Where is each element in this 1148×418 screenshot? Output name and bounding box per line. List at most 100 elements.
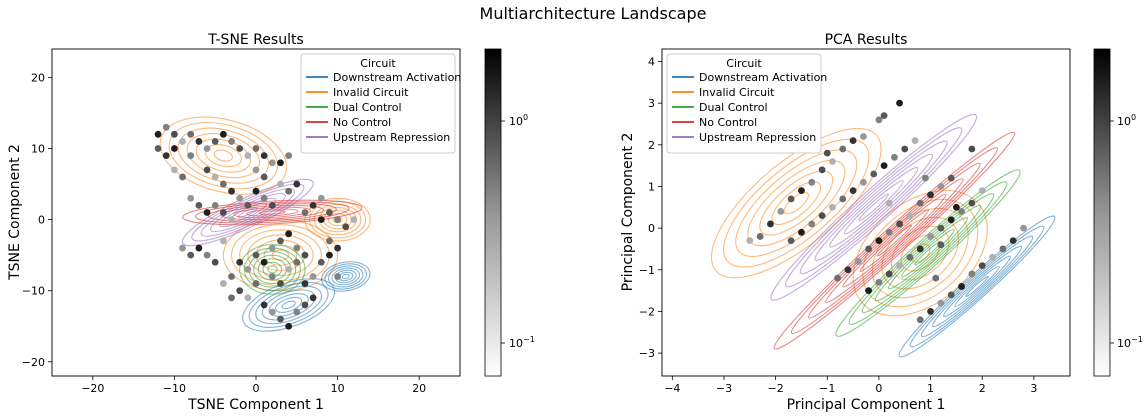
- tsne-ytick-label: 20: [31, 71, 45, 84]
- pca-xtick-label: −1: [819, 382, 835, 395]
- tsne-point: [317, 258, 325, 266]
- tsne-point: [219, 209, 227, 216]
- pca-point: [937, 299, 945, 307]
- pca-point: [834, 274, 841, 282]
- pca-point: [829, 158, 836, 165]
- pca-point: [947, 174, 955, 182]
- pca-contour-upstream-repression: [814, 153, 934, 261]
- tsne-xtick-label: −10: [163, 382, 186, 395]
- pca-point: [916, 199, 924, 207]
- pca-contour-downstream-activation: [943, 255, 1011, 318]
- pca-point: [798, 228, 805, 236]
- tsne-point: [203, 166, 211, 174]
- pca-contour-invalid-circuit: [747, 159, 846, 247]
- tsne-colorbar-bar: [484, 48, 502, 377]
- pca-colorbar-bar: [1093, 48, 1111, 377]
- pca-contour-upstream-repression: [785, 127, 963, 288]
- tsne-point: [154, 130, 162, 138]
- pca-ytick-label: 1: [648, 180, 655, 193]
- pca-ytick-label: −1: [639, 264, 655, 277]
- pca-point: [880, 112, 888, 120]
- tsne-point: [260, 194, 268, 202]
- pca-point: [927, 308, 934, 315]
- pca-point: [921, 174, 929, 182]
- pca-point: [865, 245, 872, 253]
- tsne-y-axis: −20 −10 0 10 20: [22, 71, 52, 369]
- tsne-point: [195, 138, 203, 145]
- pca-legend-label-dual-control: Dual Control: [699, 101, 768, 114]
- pca-point: [927, 191, 934, 199]
- pca-point: [798, 187, 805, 195]
- pca-point: [839, 145, 847, 153]
- pca-point: [937, 183, 945, 190]
- pca-point: [854, 258, 862, 265]
- tsne-point: [187, 130, 195, 138]
- tsne-xtick-label: −20: [81, 382, 104, 395]
- pca-contour-upstream-repression: [799, 140, 948, 275]
- tsne-point: [236, 287, 244, 295]
- tsne-contour-downstream-activation: [327, 265, 364, 288]
- tsne-point: [293, 308, 301, 316]
- tsne-point: [211, 201, 219, 209]
- tsne-point: [293, 258, 301, 266]
- tsne-point: [179, 138, 186, 145]
- tsne-legend-label-downstream-activation: Downstream Activation: [333, 71, 461, 84]
- pca-point: [849, 187, 857, 195]
- pca-contour-invalid-circuit: [735, 149, 858, 257]
- tsne-legend-title: Circuit: [360, 57, 396, 70]
- tsne-point: [309, 294, 317, 302]
- pca-plot-frame: [661, 48, 1071, 377]
- tsne-point: [211, 173, 219, 181]
- pca-point: [916, 245, 924, 253]
- tsne-contour-downstream-activation: [321, 261, 371, 292]
- tsne-point: [309, 273, 317, 280]
- pca-point: [885, 228, 893, 236]
- tsne-point: [268, 308, 276, 316]
- pca-contour-invalid-circuit: [723, 138, 870, 268]
- tsne-point: [301, 209, 309, 216]
- tsne-x-axis: −20 −10 0 10 20: [81, 376, 426, 395]
- tsne-point: [228, 273, 235, 280]
- pca-legend-label-invalid-circuit: Invalid Circuit: [699, 86, 775, 99]
- pca-point: [906, 212, 914, 220]
- tsne-point: [187, 194, 195, 202]
- tsne-point: [268, 273, 276, 280]
- pca-contour-invalid-circuit: [771, 181, 822, 226]
- tsne-point: [244, 201, 252, 209]
- tsne-legend-label-invalid-circuit: Invalid Circuit: [333, 86, 409, 99]
- tsne-points: [154, 123, 358, 330]
- tsne-point: [260, 301, 268, 309]
- tsne-point: [260, 258, 268, 266]
- tsne-point: [171, 166, 178, 174]
- pca-point: [849, 137, 857, 145]
- pca-x-axis: −4 −3 −2 −1 0 1 2 3: [664, 376, 1037, 395]
- pca-point: [937, 224, 945, 232]
- tsne-contour-upstream-repression: [191, 183, 305, 242]
- tsne-point: [301, 251, 309, 259]
- tsne-point: [203, 145, 211, 152]
- tsne-colorbar-tick-top: 100: [509, 113, 528, 128]
- pca-point: [927, 233, 934, 240]
- pca-point: [958, 208, 965, 215]
- pca-point: [958, 283, 965, 290]
- tsne-point: [236, 194, 244, 202]
- tsne-point: [317, 216, 325, 224]
- tsne-contour-invalid-circuit: [327, 212, 348, 227]
- tsne-point: [252, 251, 260, 259]
- pca-contour-upstream-repression: [858, 193, 889, 222]
- tsne-point: [285, 265, 293, 273]
- tsne-legend-box: [300, 53, 456, 154]
- pca-point: [865, 287, 872, 295]
- pca-point: [808, 178, 816, 186]
- pca-point: [968, 145, 976, 153]
- pca-point: [875, 278, 883, 286]
- pca-point: [947, 291, 955, 299]
- tsne-point: [244, 294, 252, 302]
- pca-point: [787, 237, 795, 245]
- pca-contour-downstream-activation: [909, 225, 1045, 348]
- tsne-contour-downstream-activation: [324, 263, 368, 290]
- pca-point: [875, 237, 883, 245]
- pca-contour-no-control: [876, 224, 913, 257]
- pca-ytick-label: −2: [639, 305, 655, 318]
- tsne-point: [277, 180, 284, 188]
